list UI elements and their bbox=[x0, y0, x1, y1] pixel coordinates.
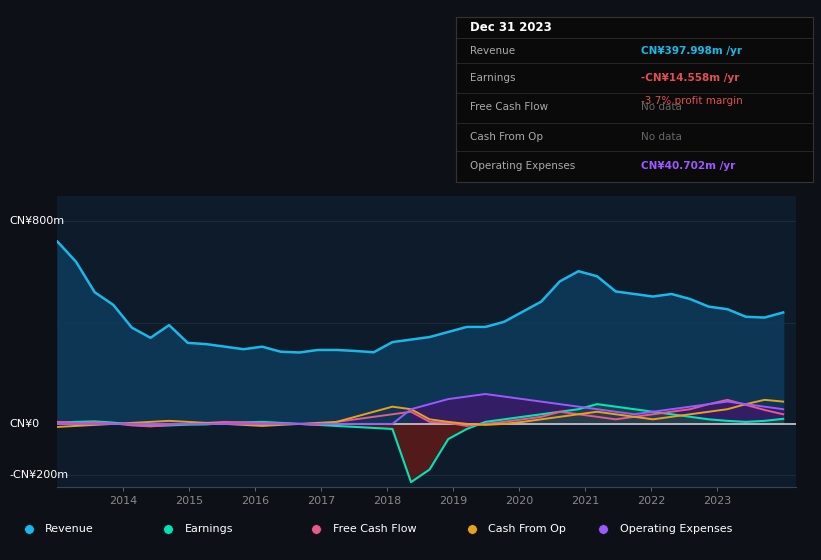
Text: CN¥40.702m /yr: CN¥40.702m /yr bbox=[641, 161, 736, 171]
Text: Dec 31 2023: Dec 31 2023 bbox=[470, 21, 552, 34]
Text: CN¥800m: CN¥800m bbox=[10, 216, 65, 226]
Text: -CN¥200m: -CN¥200m bbox=[10, 469, 69, 479]
Text: Revenue: Revenue bbox=[45, 524, 94, 534]
Text: -3.7% profit margin: -3.7% profit margin bbox=[641, 96, 743, 106]
Text: Revenue: Revenue bbox=[470, 46, 515, 55]
Text: -CN¥14.558m /yr: -CN¥14.558m /yr bbox=[641, 73, 740, 83]
Text: CN¥0: CN¥0 bbox=[10, 419, 39, 429]
Text: Free Cash Flow: Free Cash Flow bbox=[470, 102, 548, 112]
Text: Earnings: Earnings bbox=[185, 524, 233, 534]
Text: No data: No data bbox=[641, 102, 682, 112]
Text: Free Cash Flow: Free Cash Flow bbox=[333, 524, 416, 534]
Text: Cash From Op: Cash From Op bbox=[470, 132, 543, 142]
Text: Operating Expenses: Operating Expenses bbox=[470, 161, 576, 171]
Text: Operating Expenses: Operating Expenses bbox=[620, 524, 732, 534]
Text: CN¥397.998m /yr: CN¥397.998m /yr bbox=[641, 46, 742, 55]
Text: Cash From Op: Cash From Op bbox=[488, 524, 566, 534]
Text: Earnings: Earnings bbox=[470, 73, 516, 83]
Text: No data: No data bbox=[641, 132, 682, 142]
